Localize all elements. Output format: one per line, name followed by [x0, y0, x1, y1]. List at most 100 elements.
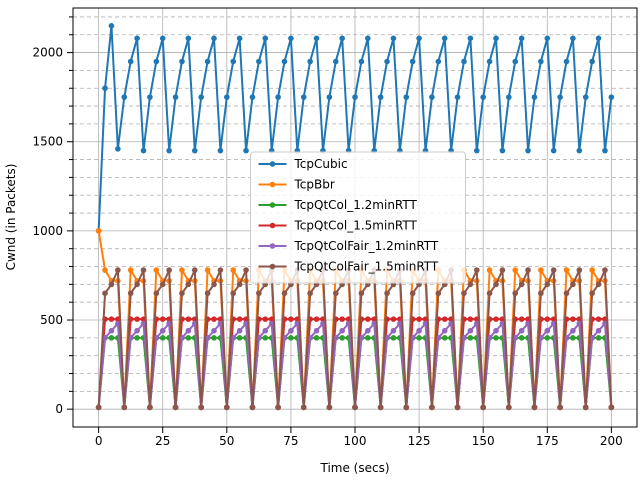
y-tick-label: 1500	[32, 135, 63, 149]
series-marker	[365, 35, 371, 42]
series-marker	[544, 335, 551, 341]
series-marker	[262, 35, 269, 42]
series-marker	[486, 267, 493, 273]
series-marker	[595, 281, 602, 288]
series-marker	[416, 335, 422, 341]
series-marker	[473, 147, 480, 154]
series-marker	[544, 281, 551, 288]
x-tick-label: 175	[536, 434, 559, 448]
series-marker	[268, 320, 275, 327]
series-marker	[550, 147, 557, 154]
series-marker	[499, 267, 506, 273]
series-marker	[339, 316, 345, 322]
series-marker	[416, 327, 422, 334]
series-marker	[307, 335, 313, 341]
series-marker	[358, 58, 365, 65]
series-marker	[153, 58, 160, 65]
series-marker	[339, 35, 345, 42]
series-marker	[115, 320, 121, 327]
series-marker	[384, 290, 390, 297]
series-marker	[95, 404, 102, 411]
series-marker	[332, 290, 339, 297]
series-marker	[576, 147, 583, 154]
series-marker	[262, 327, 269, 334]
legend-label: TcpQtCol_1.2minRTT	[294, 198, 418, 212]
series-marker	[512, 290, 519, 297]
series-marker	[486, 290, 493, 297]
series-marker	[288, 35, 294, 42]
series-marker	[570, 281, 576, 288]
series-marker	[153, 267, 160, 273]
series-marker	[538, 58, 544, 65]
series-marker	[211, 281, 217, 288]
series-marker	[179, 267, 185, 273]
x-tick-label: 100	[344, 434, 367, 448]
series-marker	[159, 335, 166, 341]
series-marker	[127, 335, 134, 341]
series-marker	[159, 327, 166, 334]
series-marker	[147, 94, 153, 100]
y-tick-label: 1000	[32, 224, 63, 238]
series-marker	[480, 404, 486, 411]
legend-marker	[269, 263, 276, 270]
series-marker	[493, 327, 499, 334]
series-marker	[570, 35, 576, 42]
series-marker	[538, 335, 544, 341]
series-marker	[557, 94, 563, 100]
legend-label: TcpBbr	[294, 178, 335, 192]
x-tick-label: 125	[408, 434, 431, 448]
series-marker	[224, 94, 230, 100]
series-marker	[185, 281, 192, 288]
series-marker	[172, 404, 179, 411]
series-marker	[256, 58, 262, 65]
series-marker	[127, 290, 134, 297]
series-marker	[589, 267, 595, 273]
series-marker	[217, 267, 224, 273]
series-marker	[570, 316, 576, 322]
series-marker	[473, 267, 480, 273]
legend-marker	[269, 202, 276, 208]
series-marker	[153, 290, 160, 297]
series-marker	[595, 35, 602, 42]
series-marker	[538, 267, 544, 273]
x-tick-label: 200	[600, 434, 623, 448]
series-marker	[230, 58, 237, 65]
series-marker	[435, 290, 442, 297]
series-marker	[95, 228, 102, 234]
series-marker	[486, 335, 493, 341]
x-tick-label: 50	[219, 434, 234, 448]
x-tick-label: 0	[95, 434, 103, 448]
series-marker	[512, 58, 519, 65]
series-marker	[288, 335, 294, 341]
series-marker	[115, 146, 121, 152]
series-marker	[525, 320, 531, 327]
series-marker	[390, 35, 397, 42]
series-marker	[134, 35, 140, 42]
series-marker	[544, 327, 551, 334]
series-marker	[185, 327, 192, 334]
series-marker	[563, 58, 570, 65]
series-marker	[236, 335, 243, 341]
series-marker	[127, 267, 134, 273]
series-marker	[294, 320, 301, 327]
series-marker	[602, 320, 608, 327]
series-marker	[467, 316, 474, 322]
series-marker	[416, 316, 422, 322]
series-marker	[326, 404, 333, 411]
series-marker	[499, 320, 506, 327]
series-marker	[307, 58, 313, 65]
series-marker	[121, 404, 128, 411]
series-marker	[461, 290, 467, 297]
y-axis-label: Cwnd (in Packets)	[4, 164, 18, 271]
series-marker	[230, 267, 237, 273]
series-marker	[403, 94, 410, 100]
series-marker	[518, 35, 525, 42]
series-marker	[134, 327, 140, 334]
series-marker	[217, 320, 224, 327]
series-marker	[390, 316, 397, 322]
series-marker	[390, 327, 397, 334]
series-marker	[236, 35, 243, 42]
series-marker	[397, 320, 403, 327]
